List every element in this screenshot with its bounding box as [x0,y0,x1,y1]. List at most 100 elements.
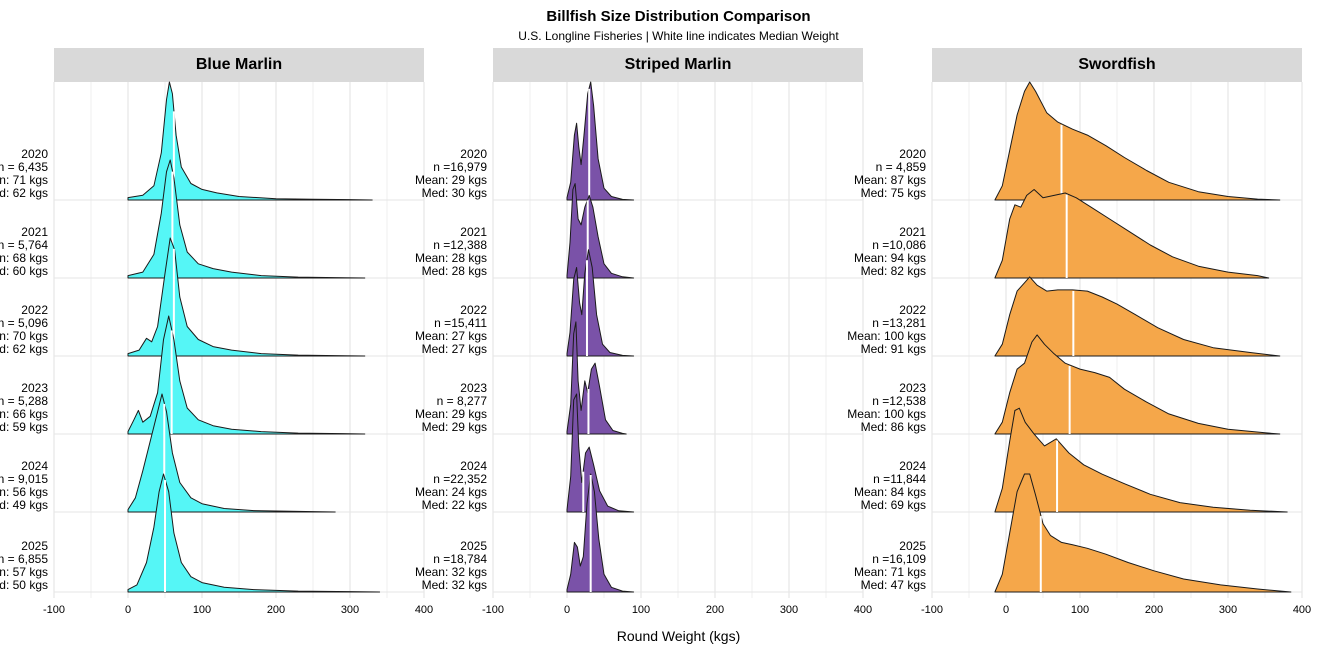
row-mean: Mean: 68 kgs [0,251,48,265]
row-year: 2021 [460,225,487,239]
row-mean: Mean: 27 kgs [414,329,487,343]
row-count: n = 5,096 [0,316,48,330]
density-ridge-2023 [127,315,366,435]
row-count: n =13,281 [872,316,926,330]
row-count: n = 5,764 [0,238,48,252]
density-ridge-2022 [127,237,366,357]
row-year: 2024 [899,459,926,473]
density-ridge-2024 [127,393,336,513]
row-mean: Mean: 66 kgs [0,407,48,421]
facet-strip-2: Swordfish [932,48,1302,82]
density-ridge-2022 [994,276,1281,357]
row-median: Med: 50 kgs [0,578,48,592]
row-count: n = 6,435 [0,160,48,174]
x-tick-label: 100 [1070,604,1090,616]
density-ridge-2024 [566,393,635,513]
row-label-2020: 2020 n = 4,859 Mean: 87 kgs Med: 75 kgs [838,148,926,200]
x-axis-label: Round Weight (kgs) [616,628,741,644]
row-label-2022: 2022 n =13,281 Mean: 100 kgs Med: 91 kgs [838,304,926,356]
density-ridge-2022 [566,249,635,357]
density-ridge-2025 [127,473,381,593]
row-count: n =10,086 [872,238,926,252]
row-count: n =16,979 [433,160,487,174]
x-tick-label: -100 [920,604,944,616]
row-year: 2020 [21,147,48,161]
density-ridge-2021 [127,159,366,279]
row-mean: Mean: 84 kgs [853,485,926,499]
row-count: n =12,388 [433,238,487,252]
row-mean: Mean: 87 kgs [853,173,926,187]
row-year: 2022 [460,303,487,317]
density-ridge-2023 [994,334,1281,435]
row-label-2024: 2024 n =22,352 Mean: 24 kgs Med: 22 kgs [399,460,487,512]
row-count: n = 8,277 [436,394,487,408]
row-count: n =22,352 [433,472,487,486]
row-year: 2025 [460,539,487,553]
row-year: 2025 [21,539,48,553]
row-mean: Mean: 100 kgs [847,329,926,343]
row-median: Med: 75 kgs [860,186,926,200]
density-ridge-2020 [127,81,373,201]
density-ridge-2024 [994,407,1288,513]
row-count: n = 9,015 [0,472,48,486]
x-tick-label: 0 [124,604,132,616]
row-label-2020: 2020 n =16,979 Mean: 29 kgs Med: 30 kgs [399,148,487,200]
row-label-2022: 2022 n =15,411 Mean: 27 kgs Med: 27 kgs [399,304,487,356]
row-mean: Mean: 94 kgs [853,251,926,265]
row-mean: Mean: 56 kgs [0,485,48,499]
row-year: 2020 [460,147,487,161]
row-mean: Mean: 57 kgs [0,565,48,579]
x-tick-label: 300 [779,604,799,616]
x-tick-label: 200 [266,604,286,616]
row-mean: Mean: 29 kgs [414,407,487,421]
row-mean: Mean: 71 kgs [0,173,48,187]
row-year: 2023 [899,381,926,395]
row-count: n = 4,859 [875,160,926,174]
row-median: Med: 59 kgs [0,420,48,434]
x-tick-label: 200 [1144,604,1164,616]
row-median: Med: 32 kgs [421,578,487,592]
row-year: 2021 [21,225,48,239]
row-mean: Mean: 32 kgs [414,565,487,579]
x-tick-label: 100 [631,604,651,616]
row-median: Med: 27 kgs [421,342,487,356]
density-ridge-2021 [994,189,1270,279]
row-label-2025: 2025 n =18,784 Mean: 32 kgs Med: 32 kgs [399,540,487,592]
x-tick-label: 100 [192,604,212,616]
density-ridge-2020 [994,81,1281,201]
row-median: Med: 22 kgs [421,498,487,512]
row-label-2023: 2023 n = 8,277 Mean: 29 kgs Med: 29 kgs [399,382,487,434]
x-tick-label: 300 [340,604,360,616]
row-median: Med: 29 kgs [421,420,487,434]
row-year: 2022 [21,303,48,317]
density-ridge-2021 [566,183,635,279]
row-label-2021: 2021 n =12,388 Mean: 28 kgs Med: 28 kgs [399,226,487,278]
row-median: Med: 49 kgs [0,498,48,512]
row-mean: Mean: 100 kgs [847,407,926,421]
row-median: Med: 91 kgs [860,342,926,356]
row-mean: Mean: 70 kgs [0,329,48,343]
row-year: 2022 [899,303,926,317]
density-ridge-2025 [994,473,1292,593]
density-ridge-2025 [566,473,635,593]
x-tick-label: 0 [1002,604,1010,616]
row-year: 2021 [899,225,926,239]
chart-title: Billfish Size Distribution Comparison [546,8,811,25]
density-ridge-2023 [566,321,627,435]
row-count: n =11,844 [873,472,926,486]
x-tick-label: 400 [853,604,873,616]
row-year: 2020 [899,147,926,161]
x-tick-label: -100 [42,604,66,616]
x-tick-label: 300 [1218,604,1238,616]
row-label-2024: 2024 n =11,844 Mean: 84 kgs Med: 69 kgs [838,460,926,512]
row-mean: Mean: 28 kgs [414,251,487,265]
